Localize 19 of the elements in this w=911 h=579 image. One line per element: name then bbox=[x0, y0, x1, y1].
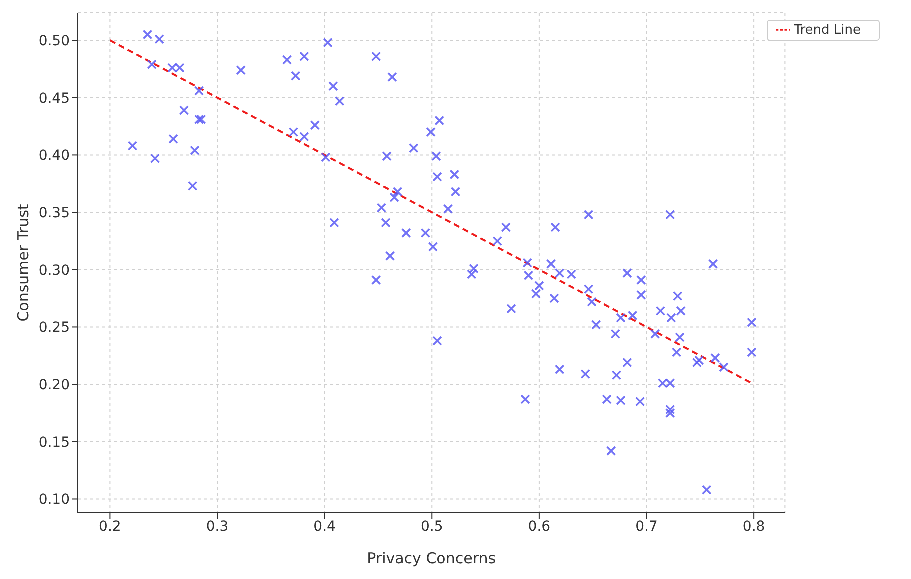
y-tick-label: 0.20 bbox=[38, 378, 70, 394]
x-axis-title: Privacy Concerns bbox=[367, 550, 496, 568]
y-tick-label: 0.25 bbox=[38, 320, 70, 336]
x-tick-label: 0.3 bbox=[206, 518, 229, 535]
y-axis-title: Consumer Trust bbox=[14, 204, 32, 322]
y-tick-label: 0.45 bbox=[38, 90, 70, 107]
x-tick-label: 0.6 bbox=[528, 518, 551, 535]
y-tick-label: 0.15 bbox=[38, 434, 70, 451]
x-tick-label: 0.8 bbox=[742, 518, 766, 535]
x-tick-label: 0.7 bbox=[636, 518, 658, 535]
y-tick-label: 0.30 bbox=[38, 262, 70, 279]
y-tick-label: 0.10 bbox=[38, 492, 70, 508]
x-tick-label: 0.5 bbox=[420, 518, 444, 535]
y-tick-label: 0.35 bbox=[38, 206, 70, 222]
x-tick-label: 0.4 bbox=[314, 518, 336, 535]
x-tick-label: 0.2 bbox=[99, 518, 122, 535]
y-tick-label: 0.50 bbox=[38, 33, 70, 50]
legend-label: Trend Line bbox=[794, 23, 861, 38]
y-tick-label: 0.40 bbox=[38, 148, 70, 164]
